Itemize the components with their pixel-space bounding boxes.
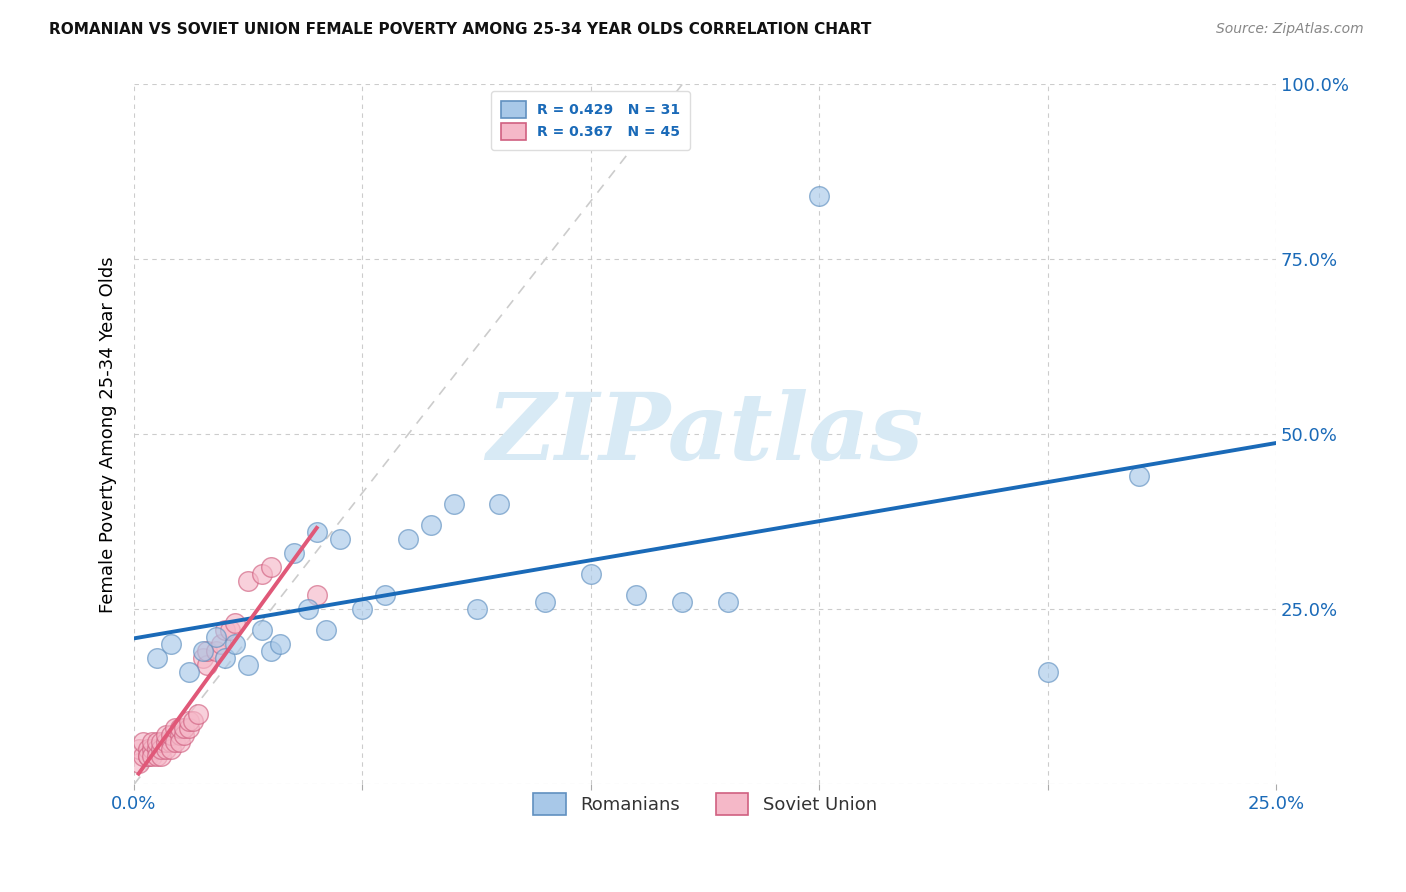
Point (305, 589, 328, 603)
Point (238, 658, 260, 673)
Point (128, 756, 150, 771)
Point (374, 589, 396, 603)
Point (136, 749, 159, 764)
Point (136, 749, 159, 764)
Point (488, 498, 510, 512)
Point (177, 714, 200, 729)
Point (205, 631, 228, 645)
Point (717, 595, 740, 609)
Text: Source: ZipAtlas.com: Source: ZipAtlas.com (1216, 22, 1364, 37)
Point (165, 735, 187, 749)
Point (159, 728, 181, 742)
Point (128, 742, 150, 756)
Point (141, 735, 163, 749)
Point (169, 722, 191, 736)
Point (671, 595, 693, 609)
Point (224, 616, 246, 631)
Point (177, 722, 200, 736)
Legend: Romanians, Soviet Union: Romanians, Soviet Union (524, 784, 886, 824)
Point (146, 735, 169, 749)
Point (150, 735, 173, 749)
Point (305, 525, 328, 540)
Point (146, 749, 169, 764)
Point (352, 602, 374, 616)
Point (136, 742, 159, 756)
Point (159, 735, 181, 749)
Point (209, 637, 232, 651)
Point (465, 602, 488, 616)
Text: ZIPatlas: ZIPatlas (486, 390, 924, 479)
Point (250, 567, 273, 582)
Y-axis label: Female Poverty Among 25-34 Year Olds: Female Poverty Among 25-34 Year Olds (100, 256, 117, 613)
Point (195, 658, 218, 673)
Point (187, 707, 209, 722)
Point (195, 644, 218, 658)
Point (173, 728, 195, 742)
Point (183, 714, 205, 729)
Point (224, 637, 246, 651)
Point (159, 637, 181, 651)
Point (1036, 665, 1059, 680)
Point (443, 498, 465, 512)
Point (191, 644, 214, 658)
Point (269, 637, 291, 651)
Point (169, 728, 191, 742)
Point (214, 651, 236, 665)
Point (260, 644, 283, 658)
Point (219, 624, 242, 638)
Point (132, 735, 155, 749)
Point (238, 574, 260, 589)
Point (808, 189, 831, 203)
Point (315, 624, 337, 638)
Point (150, 749, 173, 764)
Point (146, 651, 169, 665)
Point (155, 728, 177, 742)
Point (396, 533, 419, 547)
Point (165, 722, 187, 736)
Point (297, 602, 319, 616)
Point (1128, 469, 1150, 483)
Point (173, 722, 195, 736)
Point (419, 518, 441, 533)
Point (132, 749, 155, 764)
Point (534, 595, 557, 609)
Point (169, 735, 191, 749)
Point (579, 567, 602, 582)
Point (177, 665, 200, 680)
Point (260, 560, 283, 574)
Point (205, 644, 228, 658)
Text: ROMANIAN VS SOVIET UNION FEMALE POVERTY AMONG 25-34 YEAR OLDS CORRELATION CHART: ROMANIAN VS SOVIET UNION FEMALE POVERTY … (49, 22, 872, 37)
Point (141, 742, 163, 756)
Point (329, 533, 352, 547)
Point (214, 624, 236, 638)
Point (159, 742, 181, 756)
Point (141, 749, 163, 764)
Point (155, 735, 177, 749)
Point (150, 742, 173, 756)
Point (191, 651, 214, 665)
Point (250, 624, 273, 638)
Point (626, 589, 648, 603)
Point (146, 742, 169, 756)
Point (283, 546, 305, 560)
Point (155, 742, 177, 756)
